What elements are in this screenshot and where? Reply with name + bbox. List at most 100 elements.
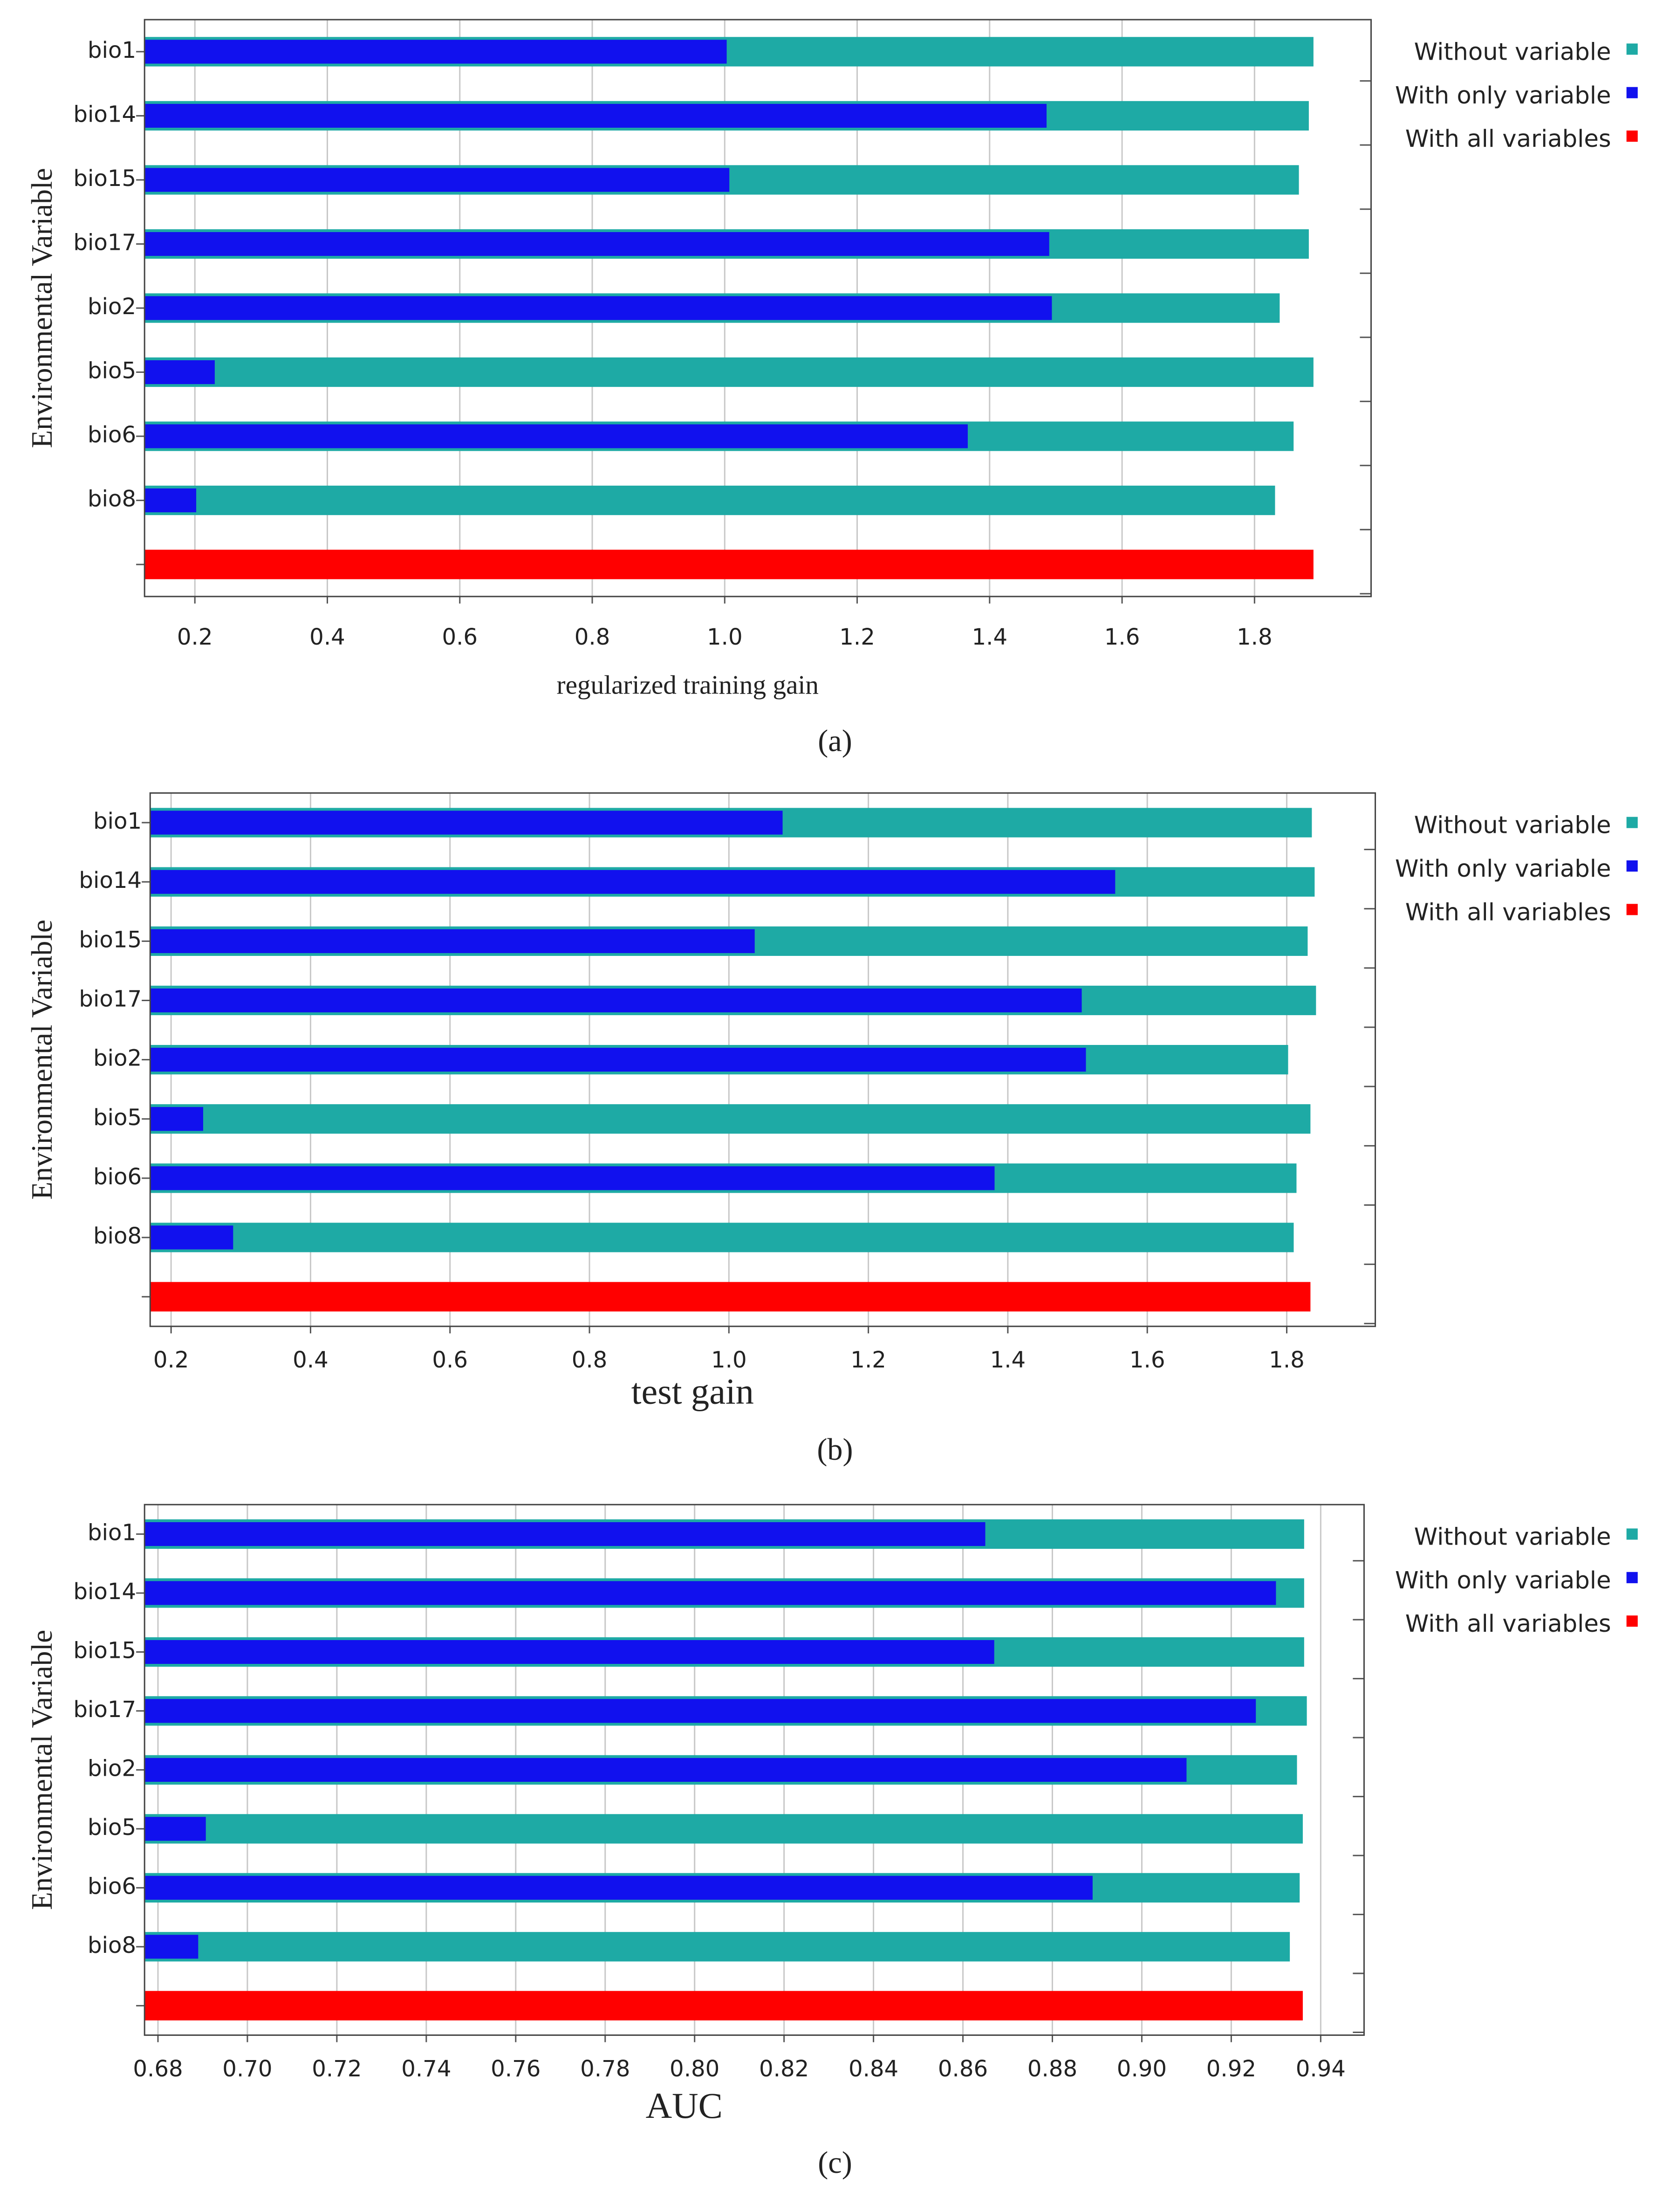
legend-label: With all variables <box>1405 125 1611 153</box>
plot-frame <box>149 792 1376 1327</box>
x-tick-label: 0.2 <box>153 1347 189 1373</box>
y-tick-label: bio6 <box>88 1873 136 1899</box>
x-axis-label: test gain <box>631 1371 754 1411</box>
y-axis-label: Environmental Variable <box>26 1630 58 1910</box>
bar <box>144 485 1275 515</box>
bar <box>144 1932 1290 1962</box>
plot-frame <box>144 19 1372 598</box>
x-tick-label: 0.78 <box>580 2056 630 2082</box>
caption: (c) <box>818 2146 852 2180</box>
x-tick-label: 0.68 <box>133 2056 183 2082</box>
legend-swatch <box>1626 1528 1638 1540</box>
legend-swatch <box>1626 43 1638 55</box>
bar <box>144 360 215 385</box>
x-tick-label: 0.6 <box>432 1347 468 1373</box>
y-tick-label: bio1 <box>88 37 136 63</box>
bar <box>144 1699 1256 1723</box>
bar <box>144 1581 1276 1605</box>
bar <box>144 488 197 513</box>
legend-swatch <box>1626 87 1638 98</box>
y-tick-label: bio6 <box>88 422 136 448</box>
bar <box>144 1817 206 1841</box>
x-tick-label: 0.6 <box>442 624 478 650</box>
bar <box>150 1166 995 1190</box>
legend-swatch <box>1626 817 1638 828</box>
bar <box>144 1935 198 1959</box>
legend-label: With all variables <box>1405 1610 1611 1638</box>
x-tick-label: 0.88 <box>1027 2056 1077 2082</box>
legend-label: With only variable <box>1395 855 1611 883</box>
legend-label: With only variable <box>1395 82 1611 110</box>
x-axis-label: AUC <box>646 2085 723 2126</box>
y-tick-label: bio14 <box>79 867 142 893</box>
x-tick-label: 0.82 <box>759 2056 809 2082</box>
bar <box>150 988 1082 1013</box>
bar <box>150 1048 1086 1072</box>
x-tick-label: 0.86 <box>938 2056 988 2082</box>
x-tick-label: 0.72 <box>312 2056 362 2082</box>
x-tick-label: 0.8 <box>572 1347 608 1373</box>
y-tick-label: bio8 <box>88 486 136 512</box>
caption: (b) <box>817 1433 853 1467</box>
bar <box>144 1522 986 1546</box>
bar <box>150 1225 233 1250</box>
y-tick-label: bio17 <box>79 986 142 1012</box>
x-tick-label: 0.8 <box>575 624 610 650</box>
legend-label: With only variable <box>1395 1566 1611 1594</box>
bar <box>150 929 755 953</box>
x-tick-label: 1.0 <box>711 1347 747 1373</box>
bar <box>144 424 968 448</box>
bar <box>144 40 727 64</box>
x-tick-label: 0.90 <box>1117 2056 1167 2082</box>
bar <box>150 1104 1311 1134</box>
x-tick-label: 1.8 <box>1269 1347 1305 1373</box>
x-tick-label: 0.2 <box>177 624 213 650</box>
x-tick-label: 1.4 <box>972 624 1008 650</box>
bar <box>144 168 730 192</box>
legend-swatch <box>1626 131 1638 142</box>
x-tick-label: 1.6 <box>1104 624 1140 650</box>
bar <box>144 1640 994 1664</box>
x-tick-label: 1.6 <box>1129 1347 1165 1373</box>
bar <box>144 1875 1093 1900</box>
x-tick-label: 1.4 <box>990 1347 1026 1373</box>
y-tick-label: bio5 <box>88 1814 136 1841</box>
x-tick-label: 1.0 <box>707 624 743 650</box>
bar <box>144 1758 1187 1782</box>
bar <box>144 103 1047 128</box>
y-tick-label: bio15 <box>79 927 142 953</box>
bar <box>150 1282 1311 1312</box>
y-tick-label: bio1 <box>93 808 142 834</box>
y-tick-label: bio2 <box>93 1045 142 1072</box>
y-tick-label: bio14 <box>73 101 136 127</box>
x-tick-label: 0.84 <box>849 2056 898 2082</box>
y-tick-label: bio6 <box>93 1164 142 1190</box>
x-tick-label: 1.2 <box>839 624 875 650</box>
legend-label: Without variable <box>1414 811 1611 839</box>
legend-swatch <box>1626 860 1638 872</box>
bar <box>150 1107 203 1131</box>
plot-frame <box>144 1504 1365 2036</box>
y-tick-label: bio5 <box>88 358 136 384</box>
legend-swatch <box>1626 904 1638 915</box>
bar <box>144 296 1052 320</box>
bar <box>144 1814 1303 1844</box>
x-tick-label: 0.94 <box>1296 2056 1346 2082</box>
bar <box>144 357 1314 387</box>
legend-swatch <box>1626 1615 1638 1627</box>
x-tick-label: 0.70 <box>222 2056 272 2082</box>
bar <box>144 1991 1303 2020</box>
bar <box>144 550 1314 579</box>
x-tick-label: 0.92 <box>1206 2056 1256 2082</box>
y-tick-label: bio8 <box>93 1223 142 1249</box>
y-tick-label: bio15 <box>73 165 136 192</box>
legend-label: With all variables <box>1405 898 1611 926</box>
y-tick-label: bio1 <box>88 1519 136 1546</box>
caption: (a) <box>818 724 852 758</box>
y-axis-label: Environmental Variable <box>26 168 58 448</box>
x-tick-label: 0.4 <box>309 624 345 650</box>
bar <box>150 870 1116 894</box>
y-tick-label: bio5 <box>93 1105 142 1131</box>
x-tick-label: 0.4 <box>293 1347 329 1373</box>
bar <box>150 1223 1294 1252</box>
